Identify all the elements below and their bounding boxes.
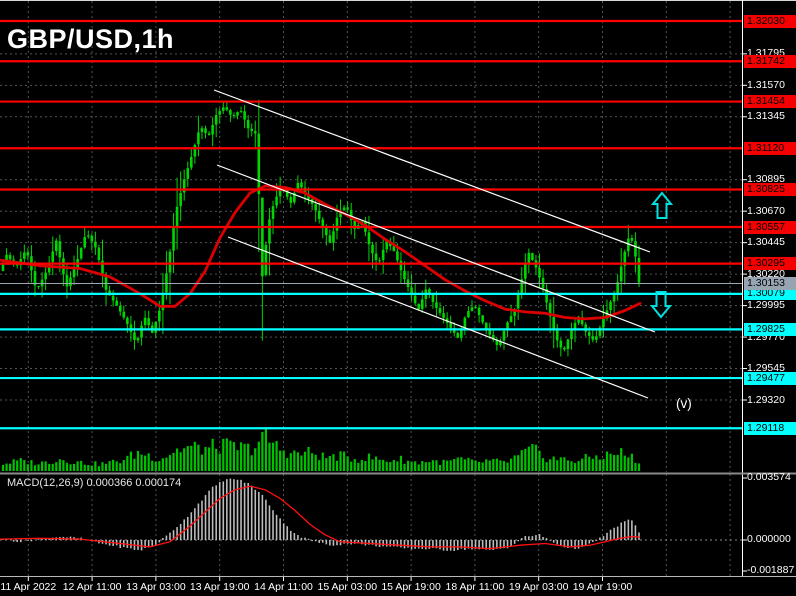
trend-channel: [213, 89, 656, 399]
volume-bars: [1, 427, 641, 471]
symbol-title: GBP/USD,1h: [7, 24, 175, 54]
wave-annotation: (v): [676, 396, 692, 411]
macd-axis-value-bottom: -0.001887: [747, 564, 795, 576]
macd-axis-value-zero: 0.000000: [747, 533, 791, 545]
down-arrow-icon: [649, 291, 673, 319]
up-arrow-icon: [650, 191, 674, 219]
ma-line: [0, 184, 642, 321]
macd-axis-value-top: 0.003574: [747, 471, 791, 483]
trendline: [216, 164, 656, 333]
grid: [0, 1, 742, 576]
macd-signal-line: [0, 485, 641, 550]
arrow-icons: [649, 191, 674, 319]
trendline: [227, 236, 649, 399]
horizontal-lines: [0, 19, 742, 430]
chart-frame: [0, 0, 796, 581]
trendline: [213, 89, 651, 253]
candlesticks: [1, 99, 641, 357]
macd-indicator-label: MACD(12,26,9) 0.000366 0.000174: [7, 477, 182, 489]
